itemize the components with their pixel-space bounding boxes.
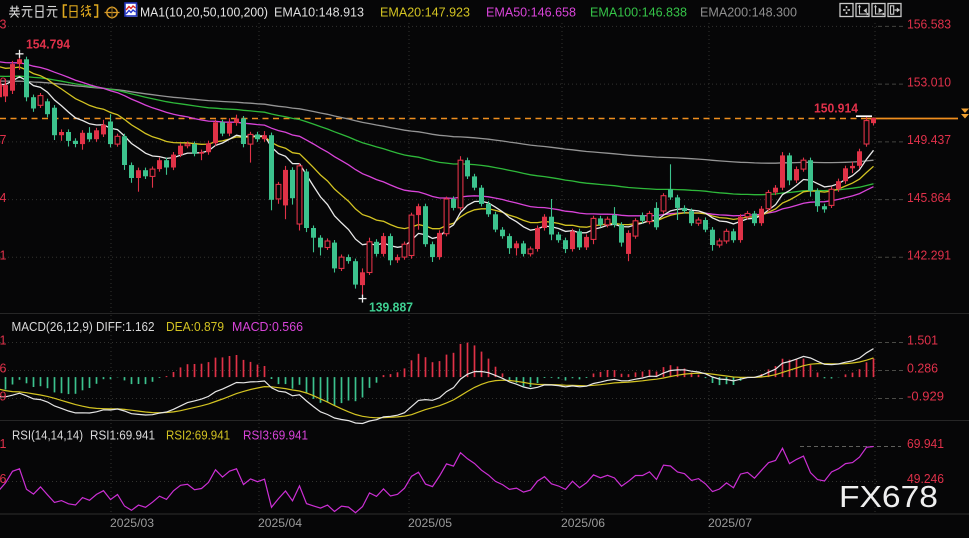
svg-text:MACD:0.566: MACD:0.566 (232, 319, 303, 334)
svg-text:RSI(14,14,14): RSI(14,14,14) (12, 428, 83, 443)
svg-text:145.864: 145.864 (907, 191, 951, 205)
svg-text:EMA20:147.923: EMA20:147.923 (380, 5, 470, 20)
svg-text:2025/07: 2025/07 (708, 516, 752, 530)
svg-text:MA1(10,20,50,100,200): MA1(10,20,50,100,200) (140, 5, 268, 20)
svg-text:69.941: 69.941 (907, 437, 944, 451)
svg-text:FX678: FX678 (839, 480, 938, 514)
svg-text:1: 1 (0, 249, 7, 263)
svg-text:1: 1 (0, 334, 7, 348)
svg-text:49.246: 49.246 (907, 472, 944, 486)
svg-text:1.501: 1.501 (907, 334, 938, 348)
svg-text:6: 6 (0, 472, 7, 486)
svg-text:139.887: 139.887 (369, 300, 413, 315)
svg-text:0.286: 0.286 (907, 362, 938, 376)
svg-text:EMA50:146.658: EMA50:146.658 (486, 5, 576, 20)
svg-text:149.437: 149.437 (907, 133, 951, 147)
svg-text:DEA:0.879: DEA:0.879 (166, 319, 224, 334)
svg-text:6: 6 (0, 362, 7, 376)
svg-text:RSI3:69.941: RSI3:69.941 (243, 428, 308, 443)
svg-text:7: 7 (0, 133, 7, 147)
svg-text:150.914: 150.914 (814, 101, 859, 116)
svg-text:3: 3 (0, 18, 7, 32)
svg-text:RSI2:69.941: RSI2:69.941 (166, 428, 230, 443)
svg-text:153.010: 153.010 (907, 75, 951, 89)
svg-text:4: 4 (0, 191, 7, 205)
svg-text:2025/06: 2025/06 (561, 516, 605, 530)
svg-text:MACD(26,12,9) DIFF:1.162: MACD(26,12,9) DIFF:1.162 (12, 319, 155, 334)
svg-text:1: 1 (0, 437, 7, 451)
svg-text:156.583: 156.583 (907, 18, 951, 32)
svg-text:-0.929: -0.929 (907, 390, 944, 404)
svg-text:2025/03: 2025/03 (110, 516, 154, 530)
svg-text:EMA200:148.300: EMA200:148.300 (700, 5, 797, 20)
svg-text:RSI1:69.941: RSI1:69.941 (90, 428, 155, 443)
svg-text:142.291: 142.291 (907, 249, 951, 263)
svg-text:2025/04: 2025/04 (258, 516, 302, 530)
svg-text:EMA10:148.913: EMA10:148.913 (274, 5, 364, 20)
svg-text:9: 9 (0, 390, 7, 404)
svg-text:0: 0 (0, 75, 7, 89)
svg-text:EMA100:146.838: EMA100:146.838 (590, 5, 687, 20)
svg-text:2025/05: 2025/05 (408, 516, 452, 530)
svg-text:154.794: 154.794 (26, 37, 71, 52)
